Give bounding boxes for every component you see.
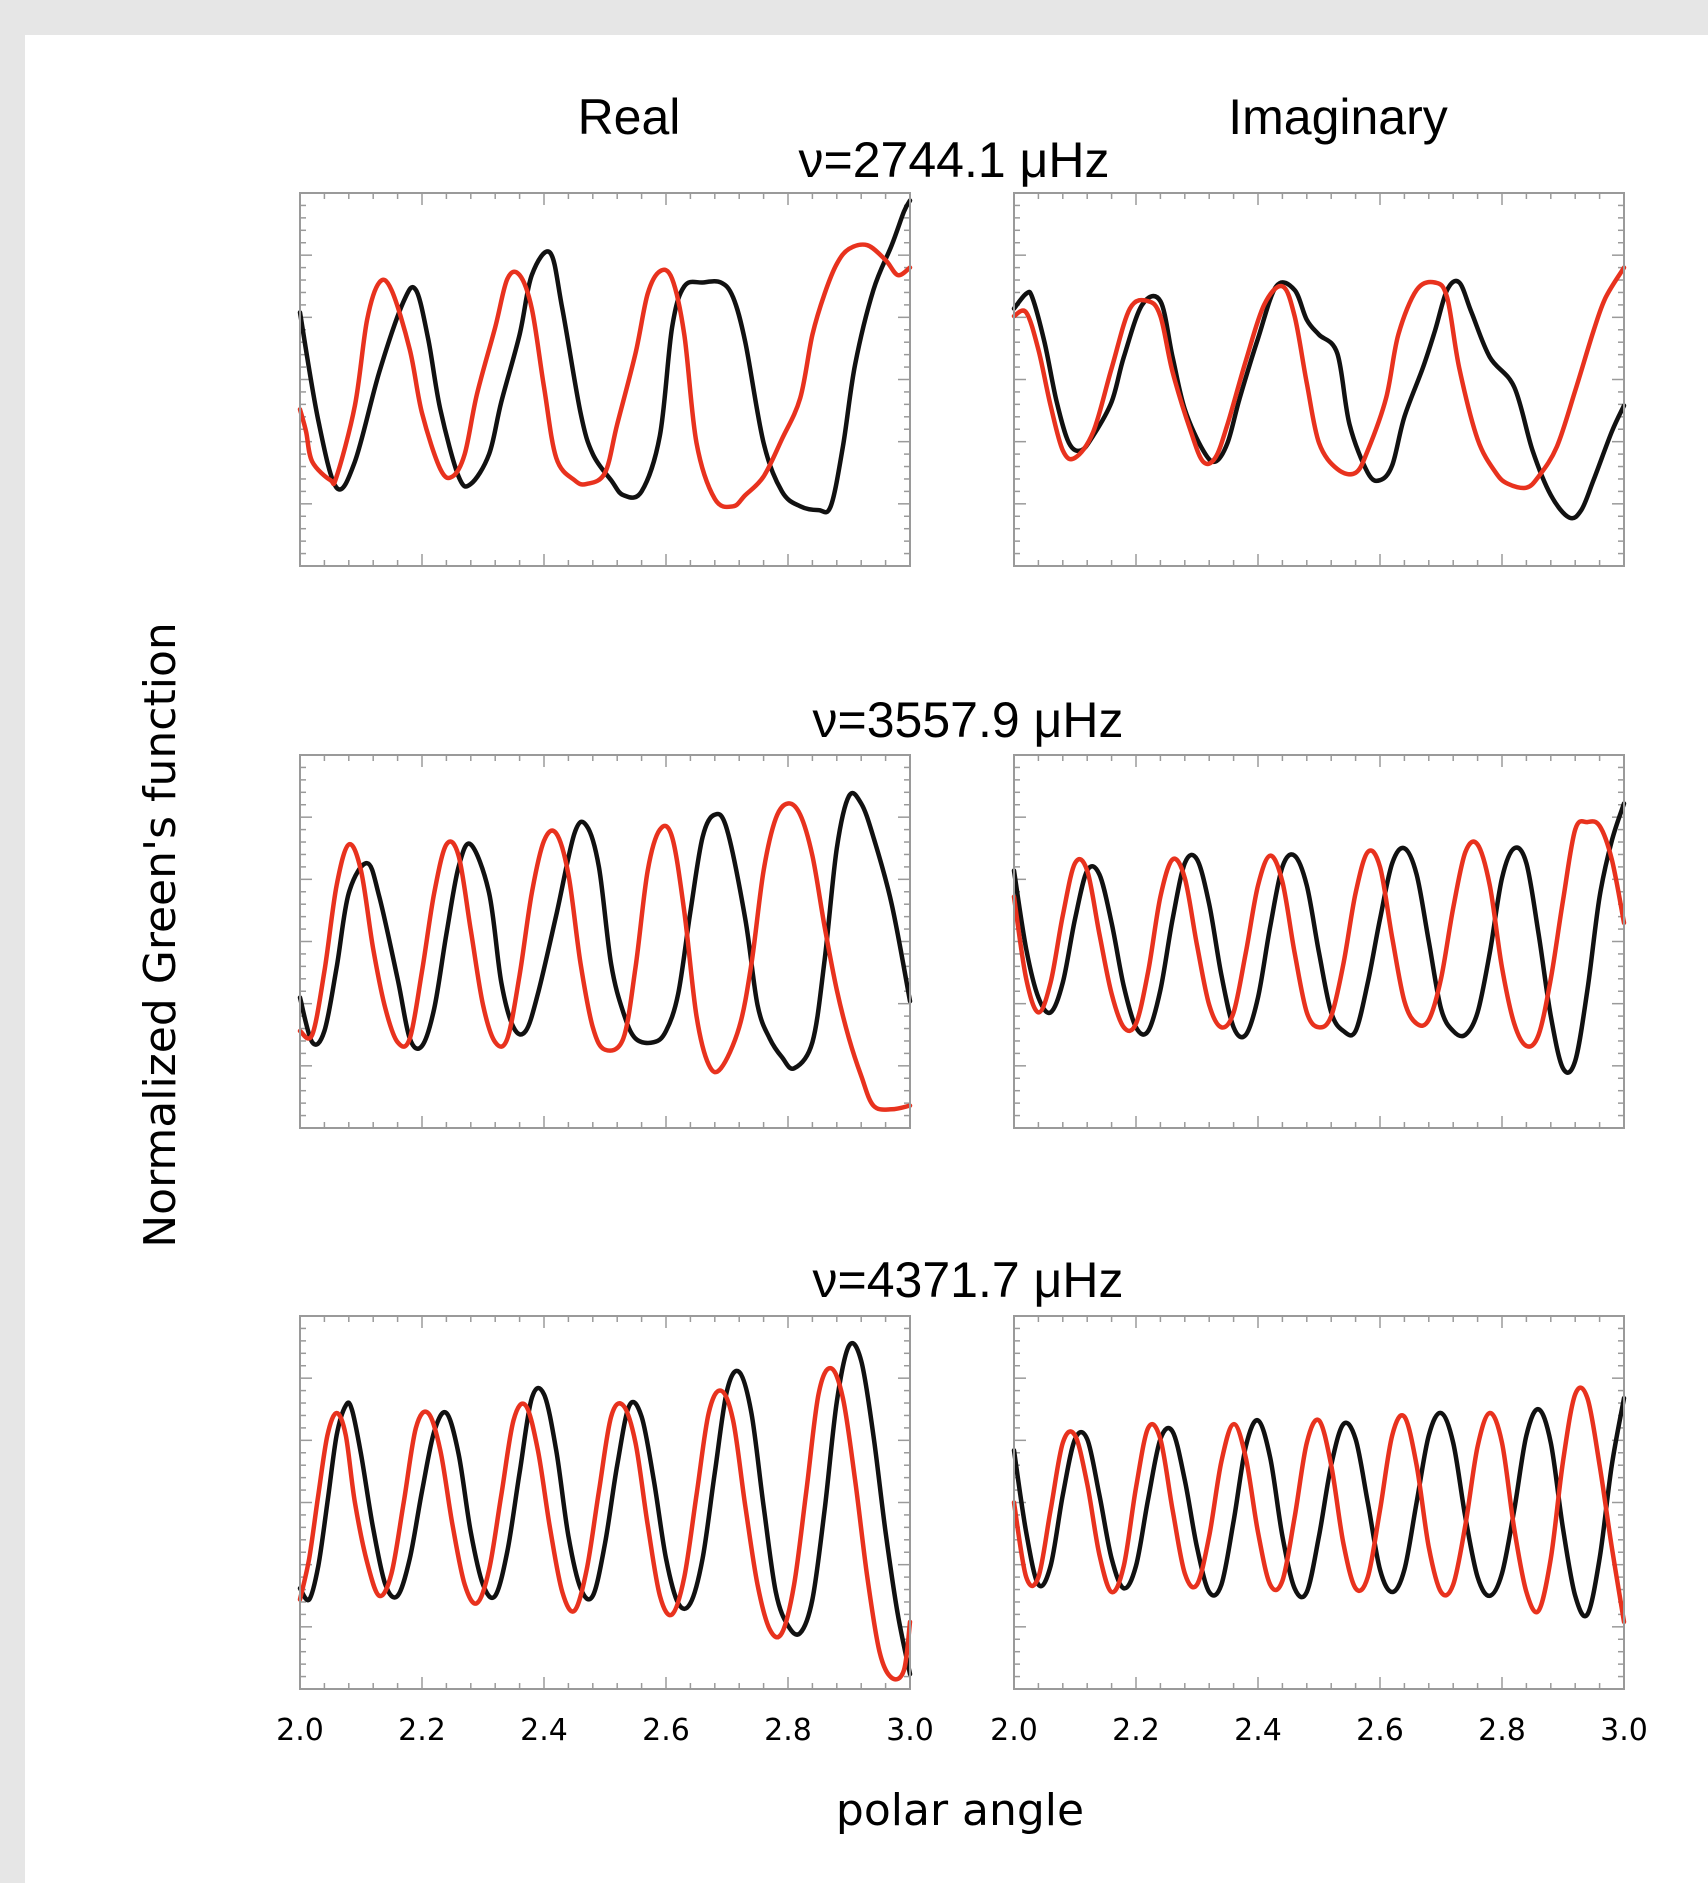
chart-panel-1: [297, 192, 913, 567]
x-tick-label: 2.6: [642, 1713, 690, 1748]
plot-frame: [299, 192, 911, 567]
plot-frame: [1013, 754, 1625, 1129]
y-axis-title: Normalized Green's function: [135, 622, 186, 1248]
row-title-3: ν=4371.7 μHz: [813, 1252, 1124, 1308]
plot-area: [1014, 193, 1624, 566]
plot-area: [300, 1316, 910, 1689]
x-tick-label: 2.4: [520, 1713, 568, 1748]
black-series-line: [297, 790, 913, 1071]
black-series-line: [297, 1340, 913, 1677]
red-series-line: [1011, 1385, 1627, 1625]
column-title-imaginary: Imaginary: [1228, 89, 1448, 145]
black-series-line: [1011, 801, 1627, 1075]
black-series-line: [1011, 1395, 1627, 1619]
x-tick-label: 3.0: [1600, 1713, 1648, 1748]
x-tick-label: 2.6: [1356, 1713, 1404, 1748]
x-tick-label: 2.0: [276, 1713, 324, 1748]
red-series-line: [1011, 265, 1627, 491]
x-tick-labels-left: 2.0 2.2 2.4 2.6 2.8 3.0: [276, 1713, 934, 1748]
x-tick-label: 2.0: [990, 1713, 1038, 1748]
panels-group: [297, 192, 1627, 1690]
x-tick-label: 2.2: [398, 1713, 446, 1748]
row-title-2: ν=3557.9 μHz: [813, 692, 1124, 748]
plot-area: [300, 755, 910, 1128]
x-tick-label: 2.8: [764, 1713, 812, 1748]
x-axis-title: polar angle: [836, 1785, 1084, 1836]
x-tick-labels-right: 2.0 2.2 2.4 2.6 2.8 3.0: [990, 1713, 1648, 1748]
column-title-real: Real: [578, 89, 681, 145]
black-series-line: [297, 198, 913, 515]
x-tick-label: 2.2: [1112, 1713, 1160, 1748]
chart-panel-5: [297, 1315, 913, 1690]
red-series-line: [1011, 818, 1627, 1049]
chart-panel-3: [297, 754, 913, 1129]
x-tick-label: 2.4: [1234, 1713, 1282, 1748]
red-series-line: [297, 1365, 913, 1682]
chart-panel-6: [1011, 1315, 1627, 1690]
x-tick-label: 2.8: [1478, 1713, 1526, 1748]
chart-panel-2: [1011, 192, 1627, 567]
plot-area: [300, 193, 910, 566]
plot-frame: [299, 754, 911, 1129]
plot-frame: [1013, 1315, 1625, 1690]
plot-frame: [299, 1315, 911, 1690]
red-series-line: [297, 801, 913, 1112]
red-series-line: [297, 242, 913, 510]
x-tick-label: 3.0: [886, 1713, 934, 1748]
plot-area: [1014, 1316, 1624, 1689]
plot-frame: [1013, 192, 1625, 567]
chart-panel-4: [1011, 754, 1627, 1129]
row-title-1: ν=2744.1 μHz: [799, 132, 1110, 188]
